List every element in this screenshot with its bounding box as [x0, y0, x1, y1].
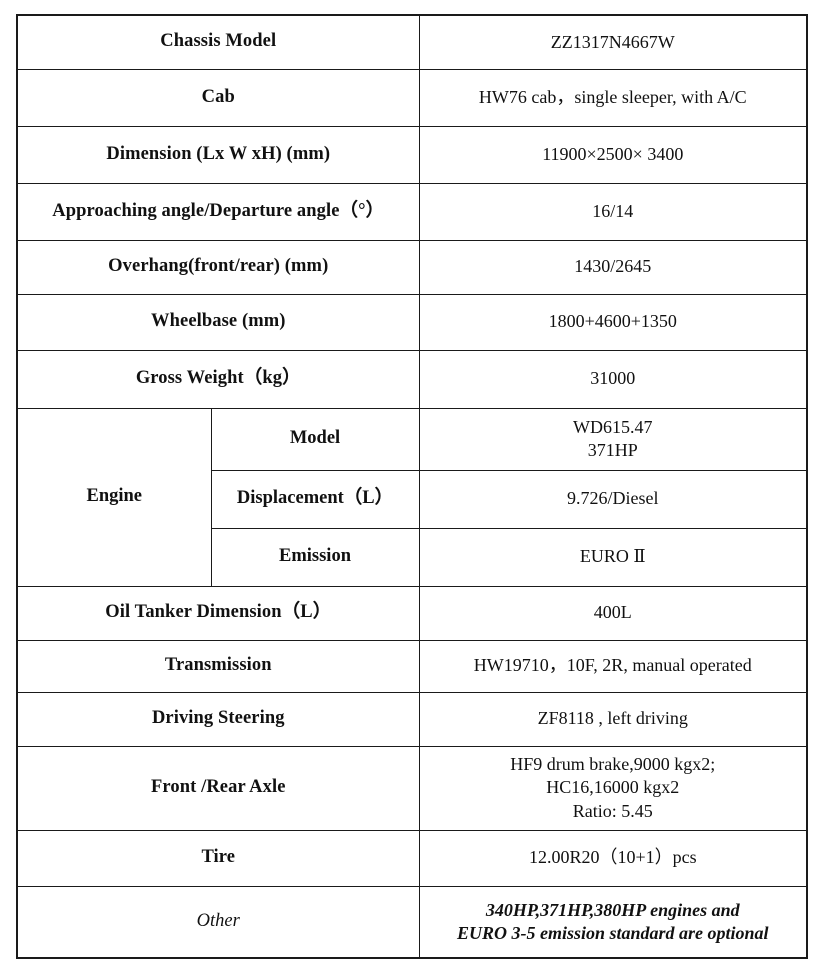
table-row-chassis-model: Chassis Model ZZ1317N4667W	[16, 14, 808, 70]
table-row-engine-emission: Emission EURO Ⅱ	[17, 527, 808, 587]
row-value-gross-weight: 31000	[418, 349, 808, 409]
table-row-cab: Cab HW76 cab，single sleeper, with A/C	[16, 68, 808, 127]
row-value-transmission: HW19710，10F, 2R, manual operated	[418, 639, 808, 693]
chassis-specification-table: Chassis Model ZZ1317N4667W Cab HW76 cab，…	[16, 14, 809, 959]
table-row-oil-tanker-dimension: Oil Tanker Dimension（L） 400L	[16, 585, 808, 641]
row-label-dimension: Dimension (Lx W xH) (mm)	[16, 125, 420, 184]
axle-line-3: Ratio: 5.45	[572, 800, 653, 821]
axle-line-2: HC16,16000 kgx2	[546, 777, 680, 798]
row-value-overhang: 1430/2645	[418, 239, 808, 295]
table-row-front-rear-axle: Front /Rear Axle HF9 drum brake,9000 kgx…	[16, 745, 808, 831]
row-value-approach-departure-angle: 16/14	[418, 182, 808, 241]
table-row-driving-steering: Driving Steering ZF8118 , left driving	[16, 691, 808, 747]
table-row-overhang: Overhang(front/rear) (mm) 1430/2645	[16, 239, 808, 295]
row-label-overhang: Overhang(front/rear) (mm)	[16, 239, 420, 295]
row-value-dimension: 11900×2500× 3400	[418, 125, 808, 184]
row-value-other: 340HP,371HP,380HP engines and EURO 3-5 e…	[418, 885, 808, 959]
table-row-tire: Tire 12.00R20（10+1）pcs	[16, 829, 808, 887]
row-label-other: Other	[16, 885, 420, 959]
row-label-gross-weight: Gross Weight（kg）	[16, 349, 420, 409]
table-row-dimension: Dimension (Lx W xH) (mm) 11900×2500× 340…	[16, 125, 808, 184]
row-label-chassis-model: Chassis Model	[16, 14, 420, 70]
row-value-driving-steering: ZF8118 , left driving	[418, 691, 808, 747]
table-row-gross-weight: Gross Weight（kg） 31000	[16, 349, 808, 409]
row-group-label-engine: Engine	[16, 407, 212, 587]
axle-line-1: HF9 drum brake,9000 kgx2;	[510, 754, 716, 775]
other-line-1: 340HP,371HP,380HP engines and	[485, 899, 740, 920]
row-label-oil-tanker-dimension: Oil Tanker Dimension（L）	[16, 585, 420, 641]
table-row-engine-model: Engine Model WD615.47 371HP	[16, 407, 808, 587]
row-sublabel-engine-displacement: Displacement（L）	[210, 469, 420, 529]
row-sublabel-engine-emission: Emission	[210, 527, 420, 587]
row-value-wheelbase: 1800+4600+1350	[418, 293, 808, 351]
row-label-tire: Tire	[16, 829, 420, 887]
other-line-2: EURO 3-5 emission standard are optional	[456, 922, 769, 943]
row-value-engine-model: WD615.47 371HP	[418, 407, 808, 471]
row-label-front-rear-axle: Front /Rear Axle	[16, 745, 420, 831]
table-row-transmission: Transmission HW19710，10F, 2R, manual ope…	[16, 639, 808, 693]
row-value-cab: HW76 cab，single sleeper, with A/C	[418, 68, 808, 127]
row-value-chassis-model: ZZ1317N4667W	[418, 14, 808, 70]
spec-sheet: Chassis Model ZZ1317N4667W Cab HW76 cab，…	[16, 14, 809, 959]
engine-model-line-1: WD615.47	[573, 416, 653, 437]
table-row-wheelbase: Wheelbase (mm) 1800+4600+1350	[16, 293, 808, 351]
row-label-wheelbase: Wheelbase (mm)	[16, 293, 420, 351]
row-label-driving-steering: Driving Steering	[16, 691, 420, 747]
engine-model-line-2: 371HP	[587, 440, 638, 460]
row-value-engine-displacement: 9.726/Diesel	[418, 469, 808, 529]
row-label-transmission: Transmission	[16, 639, 420, 693]
row-value-oil-tanker-dimension: 400L	[418, 585, 808, 641]
row-value-engine-emission: EURO Ⅱ	[418, 527, 808, 587]
table-row-engine-displacement: Displacement（L） 9.726/Diesel	[17, 469, 808, 529]
row-value-tire: 12.00R20（10+1）pcs	[418, 829, 808, 887]
row-sublabel-engine-model: Model	[210, 407, 420, 471]
row-label-cab: Cab	[16, 68, 420, 127]
table-row-other: Other 340HP,371HP,380HP engines and EURO…	[16, 885, 808, 959]
row-label-approach-departure-angle: Approaching angle/Departure angle（°）	[16, 182, 420, 241]
row-value-front-rear-axle: HF9 drum brake,9000 kgx2; HC16,16000 kgx…	[418, 745, 808, 831]
table-row-approach-departure-angle: Approaching angle/Departure angle（°） 16/…	[16, 182, 808, 241]
